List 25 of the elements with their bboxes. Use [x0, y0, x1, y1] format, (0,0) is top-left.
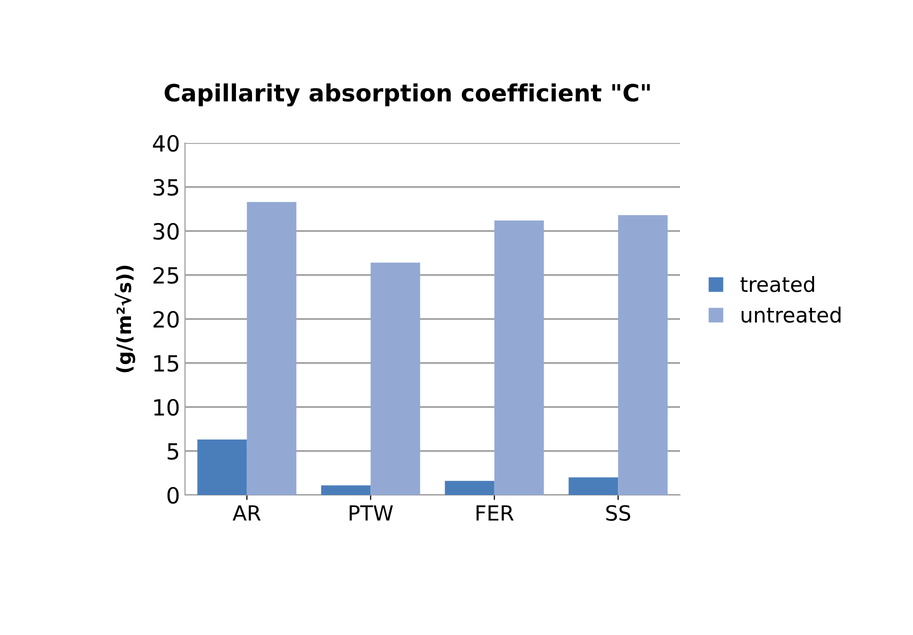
- bar: [370, 262, 420, 495]
- bar: [246, 202, 296, 495]
- x-tick-label: SS: [606, 505, 630, 521]
- y-tick-label: 40: [152, 134, 179, 152]
- y-tick-label: 35: [154, 178, 178, 196]
- y-tick-label: 0: [167, 486, 179, 504]
- y-tick-label: 30: [154, 222, 179, 240]
- x-tick-label: PTW: [350, 505, 393, 521]
- bar: [494, 220, 544, 495]
- bar: [568, 477, 618, 495]
- bar: [197, 440, 247, 495]
- y-tick-label: 15: [154, 355, 178, 372]
- x-tick-label: FER: [476, 505, 514, 521]
- y-tick-label: 5: [168, 443, 178, 460]
- y-axis-title: (g/(m²√s)): [114, 266, 136, 372]
- bar: [618, 215, 668, 495]
- y-tick-label: 20: [153, 310, 179, 328]
- y-tick-label: 10: [154, 398, 179, 416]
- bar: [321, 485, 371, 495]
- legend-label: untreated: [742, 306, 840, 323]
- bar: [444, 480, 494, 495]
- x-tick-label: AR: [232, 505, 261, 521]
- legend-label: treated: [740, 276, 814, 292]
- y-tick-label: 25: [153, 266, 178, 284]
- chart-title: Capillarity absorption coefficient "C": [164, 83, 650, 106]
